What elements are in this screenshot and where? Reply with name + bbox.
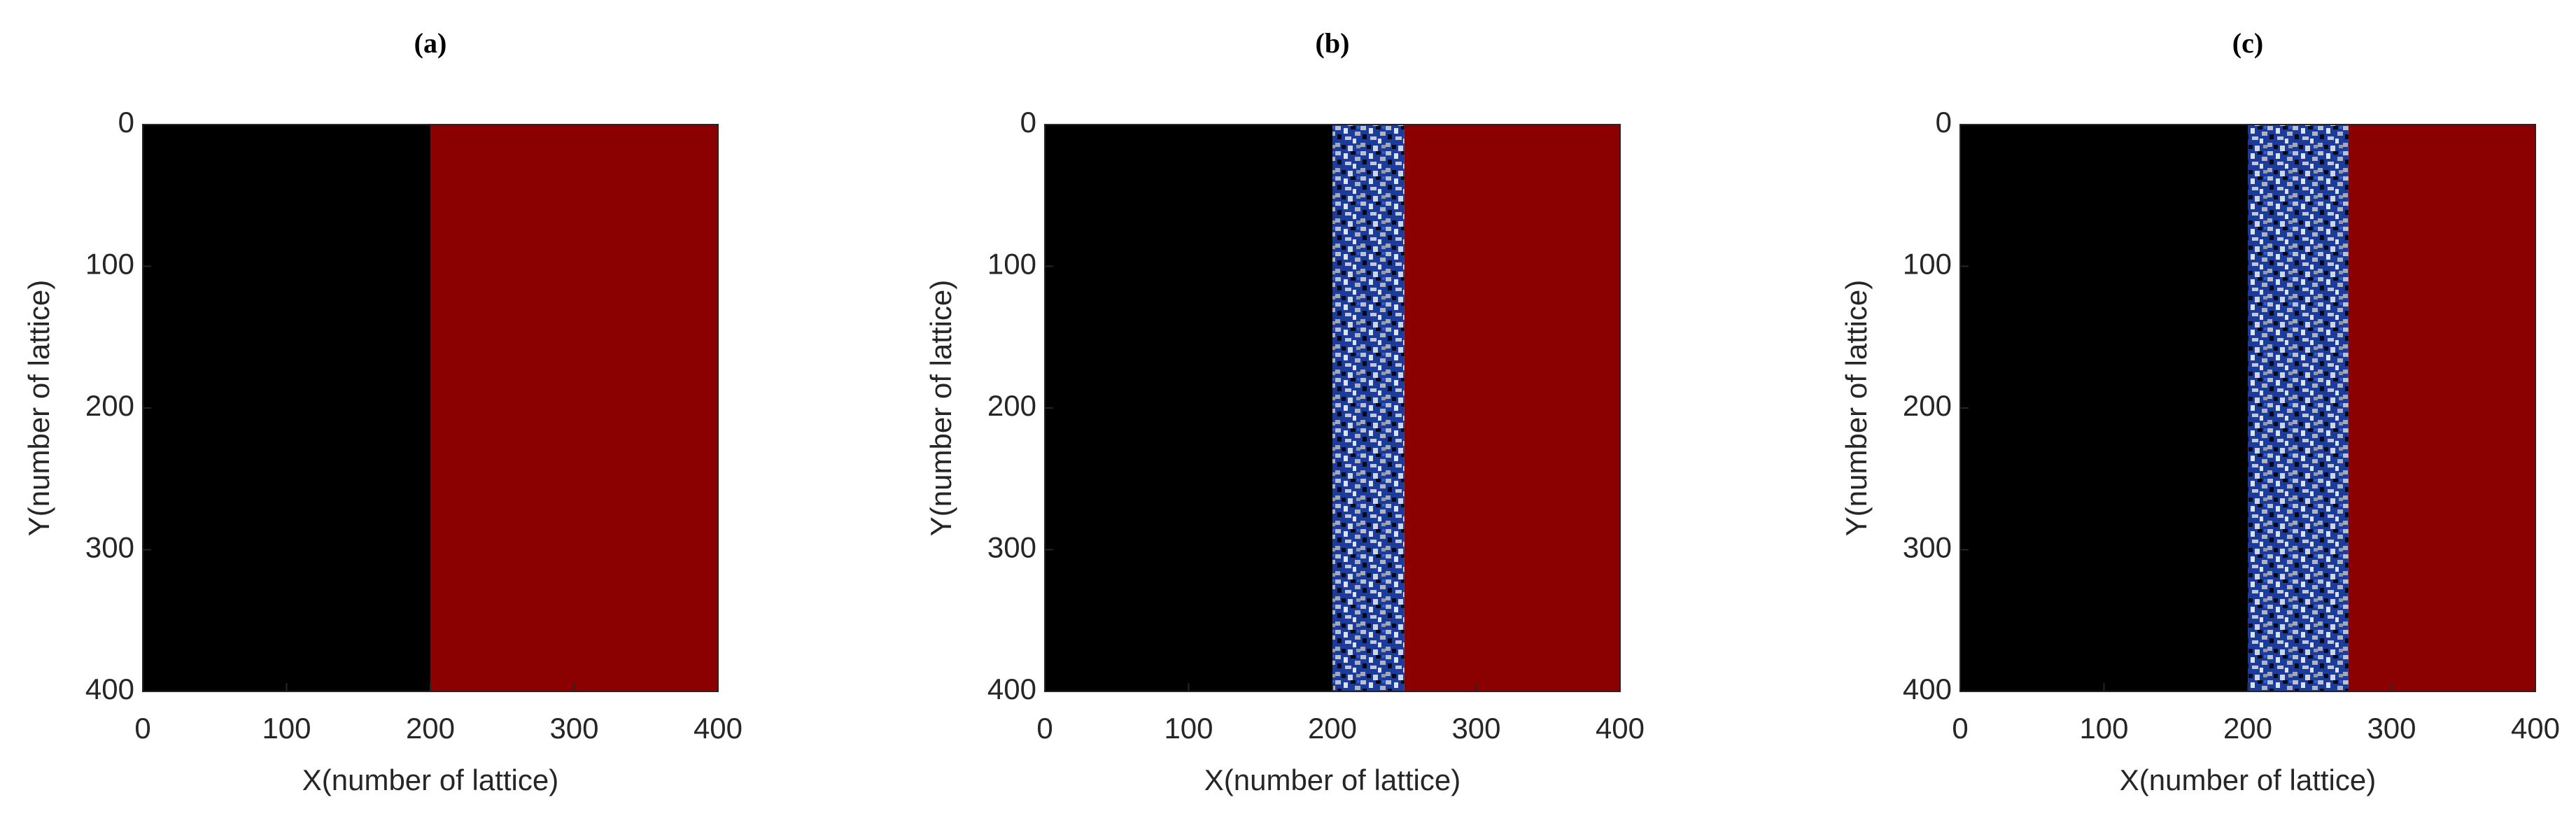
chart-title: (b) (1316, 27, 1350, 59)
x-tick-label: 100 (262, 712, 311, 745)
x-tick-label: 200 (1308, 712, 1357, 745)
y-tick-label: 100 (987, 248, 1036, 281)
region (143, 125, 430, 691)
x-tick-label: 400 (1596, 712, 1645, 745)
region-texture (1332, 125, 1405, 691)
x-tick-label: 0 (1036, 712, 1053, 745)
y-tick-label: 0 (1936, 106, 1952, 139)
region (1960, 125, 2248, 691)
x-tick-label: 100 (1164, 712, 1213, 745)
y-axis-label: Y(number of lattice) (1840, 280, 1873, 536)
x-tick-label: 0 (134, 712, 150, 745)
x-tick-label: 0 (1952, 712, 1968, 745)
region-texture (2248, 125, 2349, 691)
y-tick-label: 300 (987, 531, 1036, 564)
y-tick-label: 300 (1903, 531, 1952, 564)
y-tick-label: 100 (1903, 248, 1952, 281)
x-tick-label: 100 (2079, 712, 2128, 745)
y-tick-label: 0 (118, 106, 134, 139)
x-tick-label: 400 (2511, 712, 2560, 745)
chart-title: (a) (414, 27, 447, 59)
region (1045, 125, 1332, 691)
region (2348, 125, 2535, 691)
y-tick-label: 200 (1903, 389, 1952, 422)
region (1404, 125, 1620, 691)
y-tick-label: 300 (85, 531, 134, 564)
x-tick-label: 200 (406, 712, 455, 745)
y-tick-label: 200 (987, 389, 1036, 422)
y-tick-label: 0 (1020, 106, 1036, 139)
y-tick-label: 100 (85, 248, 134, 281)
y-tick-label: 200 (85, 389, 134, 422)
region (430, 125, 718, 691)
y-axis-label: Y(number of lattice) (924, 280, 957, 536)
y-axis-label: Y(number of lattice) (22, 280, 55, 536)
x-axis-label: X(number of lattice) (1204, 764, 1461, 796)
x-tick-label: 200 (2223, 712, 2272, 745)
x-tick-label: 300 (2367, 712, 2416, 745)
x-axis-label: X(number of lattice) (302, 764, 558, 796)
y-tick-label: 400 (85, 673, 134, 705)
y-tick-label: 400 (987, 673, 1036, 705)
x-tick-label: 400 (694, 712, 742, 745)
chart-title: (c) (2232, 27, 2263, 59)
x-tick-label: 300 (549, 712, 598, 745)
x-axis-label: X(number of lattice) (2120, 764, 2376, 796)
x-tick-label: 300 (1451, 712, 1500, 745)
y-tick-label: 400 (1903, 673, 1952, 705)
